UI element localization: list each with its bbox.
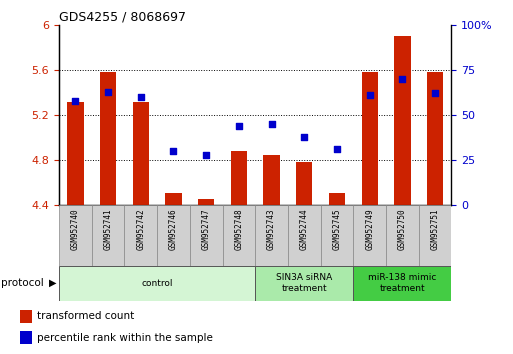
Bar (165, 193, 182, 205)
Bar (353, 205, 386, 266)
Bar (223, 205, 255, 266)
Text: GSM952751: GSM952751 (430, 208, 440, 250)
Bar (20, 310, 32, 323)
Bar (157, 205, 190, 266)
Text: GSM952750: GSM952750 (398, 208, 407, 250)
Text: miR-138 mimic
treatment: miR-138 mimic treatment (368, 274, 437, 293)
Point (104, 89, 112, 95)
Bar (132, 102, 149, 205)
Bar (362, 72, 378, 205)
Bar (419, 205, 451, 266)
Bar (427, 72, 443, 205)
Text: GSM952741: GSM952741 (104, 208, 112, 250)
Text: GSM952742: GSM952742 (136, 208, 145, 250)
Text: transformed count: transformed count (37, 312, 134, 321)
Point (398, 76, 406, 82)
Bar (353, 266, 451, 301)
Bar (190, 205, 223, 266)
Point (333, 147, 341, 152)
Text: GSM952745: GSM952745 (332, 208, 342, 250)
Text: SIN3A siRNA
treatment: SIN3A siRNA treatment (276, 274, 332, 293)
Bar (198, 199, 214, 205)
Bar (20, 331, 32, 344)
Point (169, 148, 177, 154)
Bar (231, 151, 247, 205)
Text: GSM952749: GSM952749 (365, 208, 374, 250)
Point (431, 91, 439, 96)
Bar (67, 102, 84, 205)
Point (366, 92, 374, 98)
Point (300, 134, 308, 139)
Bar (263, 155, 280, 205)
Point (71, 98, 80, 103)
Bar (296, 162, 312, 205)
Text: ▶: ▶ (49, 278, 56, 288)
Point (136, 94, 145, 100)
Bar (329, 193, 345, 205)
Text: GSM952747: GSM952747 (202, 208, 211, 250)
Bar (255, 266, 353, 301)
Bar (394, 36, 410, 205)
Bar (59, 205, 92, 266)
Point (267, 121, 275, 127)
Text: GSM952744: GSM952744 (300, 208, 309, 250)
Text: GSM952746: GSM952746 (169, 208, 178, 250)
Text: GSM952743: GSM952743 (267, 208, 276, 250)
Bar (100, 72, 116, 205)
Text: GSM952740: GSM952740 (71, 208, 80, 250)
Text: control: control (142, 279, 173, 288)
Bar (59, 266, 255, 301)
Text: GSM952748: GSM952748 (234, 208, 243, 250)
Point (235, 123, 243, 129)
Bar (124, 205, 157, 266)
Bar (255, 205, 288, 266)
Bar (386, 205, 419, 266)
Bar (321, 205, 353, 266)
Text: percentile rank within the sample: percentile rank within the sample (37, 333, 213, 343)
Text: GDS4255 / 8068697: GDS4255 / 8068697 (59, 11, 186, 24)
Bar (288, 205, 321, 266)
Text: protocol: protocol (1, 278, 44, 288)
Point (202, 152, 210, 158)
Bar (92, 205, 125, 266)
